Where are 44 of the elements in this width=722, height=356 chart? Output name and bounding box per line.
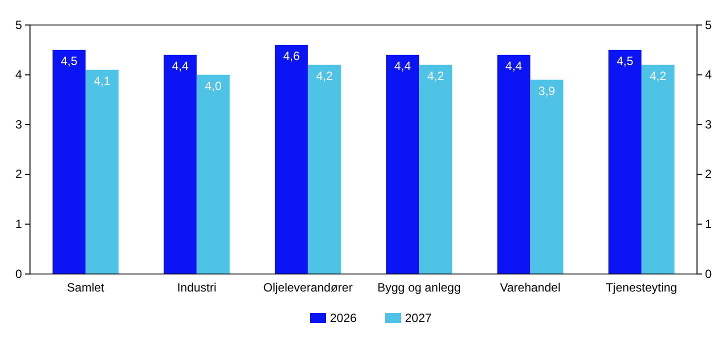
y-tick-label: 0	[15, 266, 22, 281]
bar	[164, 54, 197, 274]
bar	[497, 54, 530, 274]
x-tick-label: Industri	[177, 280, 216, 294]
y-tick-label: 3	[15, 117, 22, 132]
data-label: 4,4	[172, 58, 189, 73]
data-label: 4,0	[204, 78, 222, 93]
data-label: 3,9	[538, 84, 556, 98]
data-label: 4,2	[650, 68, 667, 83]
y2-tick-label: 3	[705, 117, 712, 132]
data-label: 4,5	[60, 54, 78, 68]
data-label: 4,1	[94, 74, 111, 88]
bar	[52, 50, 86, 274]
legend-label: 2026	[330, 311, 358, 325]
data-label: 4,5	[616, 54, 634, 68]
x-tick-label: Bygg og anlegg	[377, 280, 461, 294]
bar	[86, 70, 119, 274]
y2-tick-label: 0	[705, 266, 712, 281]
bar	[530, 80, 564, 274]
bar	[386, 54, 420, 274]
data-label: 4,6	[283, 48, 300, 63]
data-label: 4,4	[394, 58, 412, 73]
y2-tick-label: 4	[705, 68, 712, 82]
legend-label: 2027	[405, 311, 432, 325]
bar	[274, 44, 308, 274]
x-tick-label: Tjenesteyting	[606, 280, 678, 294]
y2-tick-label: 1	[705, 217, 712, 232]
bar	[608, 50, 642, 274]
y2-tick-label: 2	[705, 167, 712, 182]
y-tick-label: 2	[15, 167, 22, 182]
data-label: 4,4	[505, 58, 522, 73]
data-label: 4,2	[427, 68, 444, 83]
y-tick-label: 4	[15, 68, 22, 82]
y2-tick-label: 5	[705, 18, 712, 32]
bar	[641, 64, 674, 274]
x-tick-label: Samlet	[66, 280, 105, 294]
y-tick-label: 1	[15, 217, 22, 232]
bar	[419, 64, 452, 274]
data-label: 4,2	[316, 68, 334, 83]
x-tick-label: Oljeleverandører	[263, 280, 353, 294]
bar	[308, 64, 341, 274]
bar	[196, 74, 230, 274]
y-tick-label: 5	[15, 18, 22, 32]
x-tick-label: Varehandel	[500, 280, 560, 294]
